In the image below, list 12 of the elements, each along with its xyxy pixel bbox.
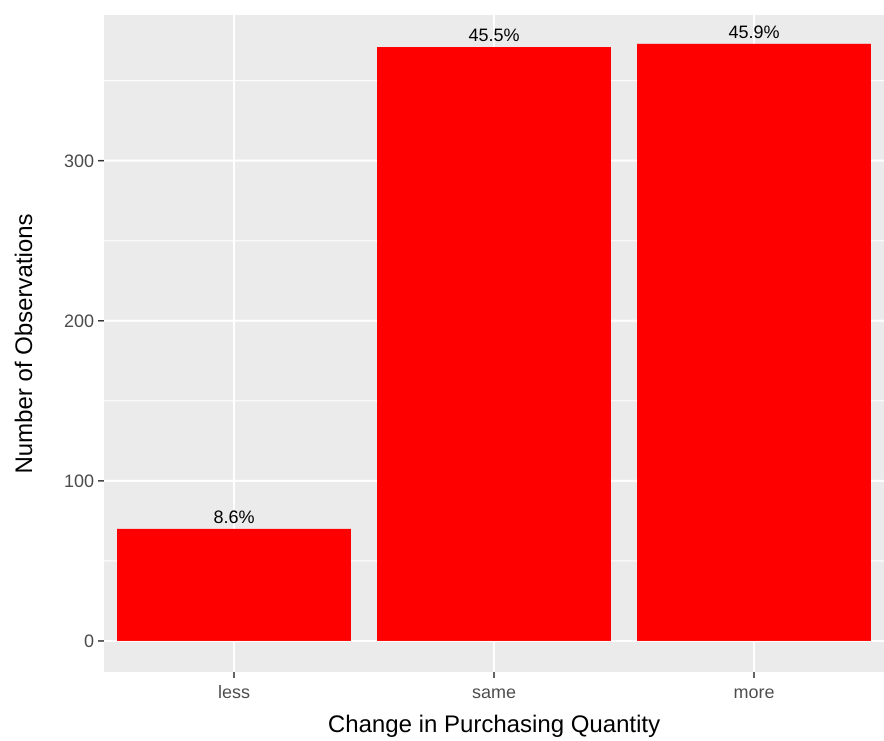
x-tick-label: less [218,682,250,702]
annotation: 8.6% [213,506,255,527]
y-tick-label: 100 [64,471,94,492]
y-tick-label: 0 [84,631,94,652]
x-tick-label: same [472,682,516,702]
x-tick-label: more [733,682,775,702]
annotation: 45.9% [728,22,780,42]
annotation: 45.5% [468,25,520,46]
y-tick-label: 300 [64,150,94,171]
y-axis-title: Number of Observations [11,213,38,474]
x-axis-title: Change in Purchasing Quantity [328,711,660,738]
y-tick-label: 200 [64,311,94,332]
